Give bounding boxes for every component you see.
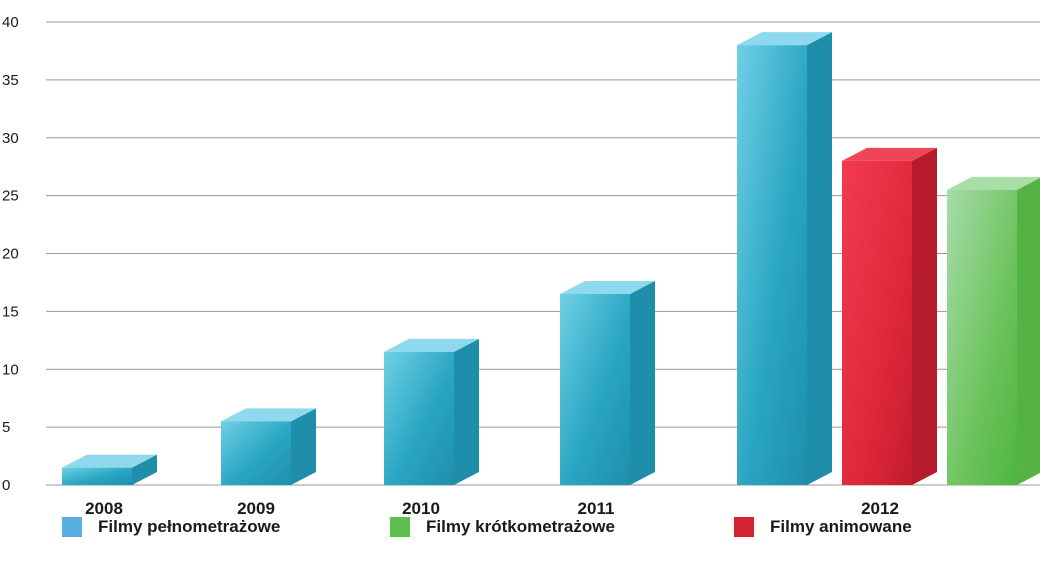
y-tick-label: 20	[2, 246, 19, 263]
bar-side	[630, 281, 655, 485]
bar-side	[1017, 177, 1040, 485]
legend-label-full-length: Filmy pełnometrażowe	[98, 517, 281, 536]
bar	[62, 467, 132, 485]
x-tick-label: 2009	[237, 499, 275, 518]
x-tick-label: 2011	[578, 499, 615, 518]
bar-side	[807, 32, 832, 486]
bar	[560, 294, 630, 485]
bar-top	[737, 32, 832, 46]
bar	[947, 189, 1017, 485]
y-tick-label: 35	[2, 72, 19, 89]
bar	[384, 351, 454, 485]
legend-swatch-animated	[734, 517, 754, 537]
y-tick-label: 5	[2, 419, 10, 436]
x-tick-label: 2010	[402, 499, 440, 518]
x-tick-label: 2008	[85, 499, 123, 518]
legend-swatch-full-length	[62, 517, 82, 537]
y-tick-label: 10	[2, 361, 19, 378]
bar-top	[62, 454, 157, 468]
bar-top	[560, 281, 655, 295]
y-tick-label: 25	[2, 188, 19, 205]
bar-top	[842, 147, 937, 161]
bar	[737, 45, 807, 486]
bar-side	[454, 338, 479, 485]
bar-top	[221, 408, 316, 422]
legend-label-animated: Filmy animowane	[770, 517, 912, 536]
bar-side	[132, 454, 157, 485]
y-tick-label: 15	[2, 303, 19, 320]
bar-top	[947, 176, 1040, 190]
bar-top	[384, 338, 479, 352]
x-tick-label: 2012	[861, 499, 899, 518]
legend-label-short: Filmy krótkometrażowe	[426, 517, 615, 536]
bar	[221, 421, 291, 485]
bar-side	[291, 408, 316, 485]
y-tick-label: 30	[2, 130, 19, 147]
y-tick-label: 40	[2, 14, 19, 31]
bar	[842, 160, 912, 485]
y-tick-label: 0	[2, 477, 10, 494]
bar-side	[912, 147, 937, 485]
legend-swatch-short	[390, 517, 410, 537]
